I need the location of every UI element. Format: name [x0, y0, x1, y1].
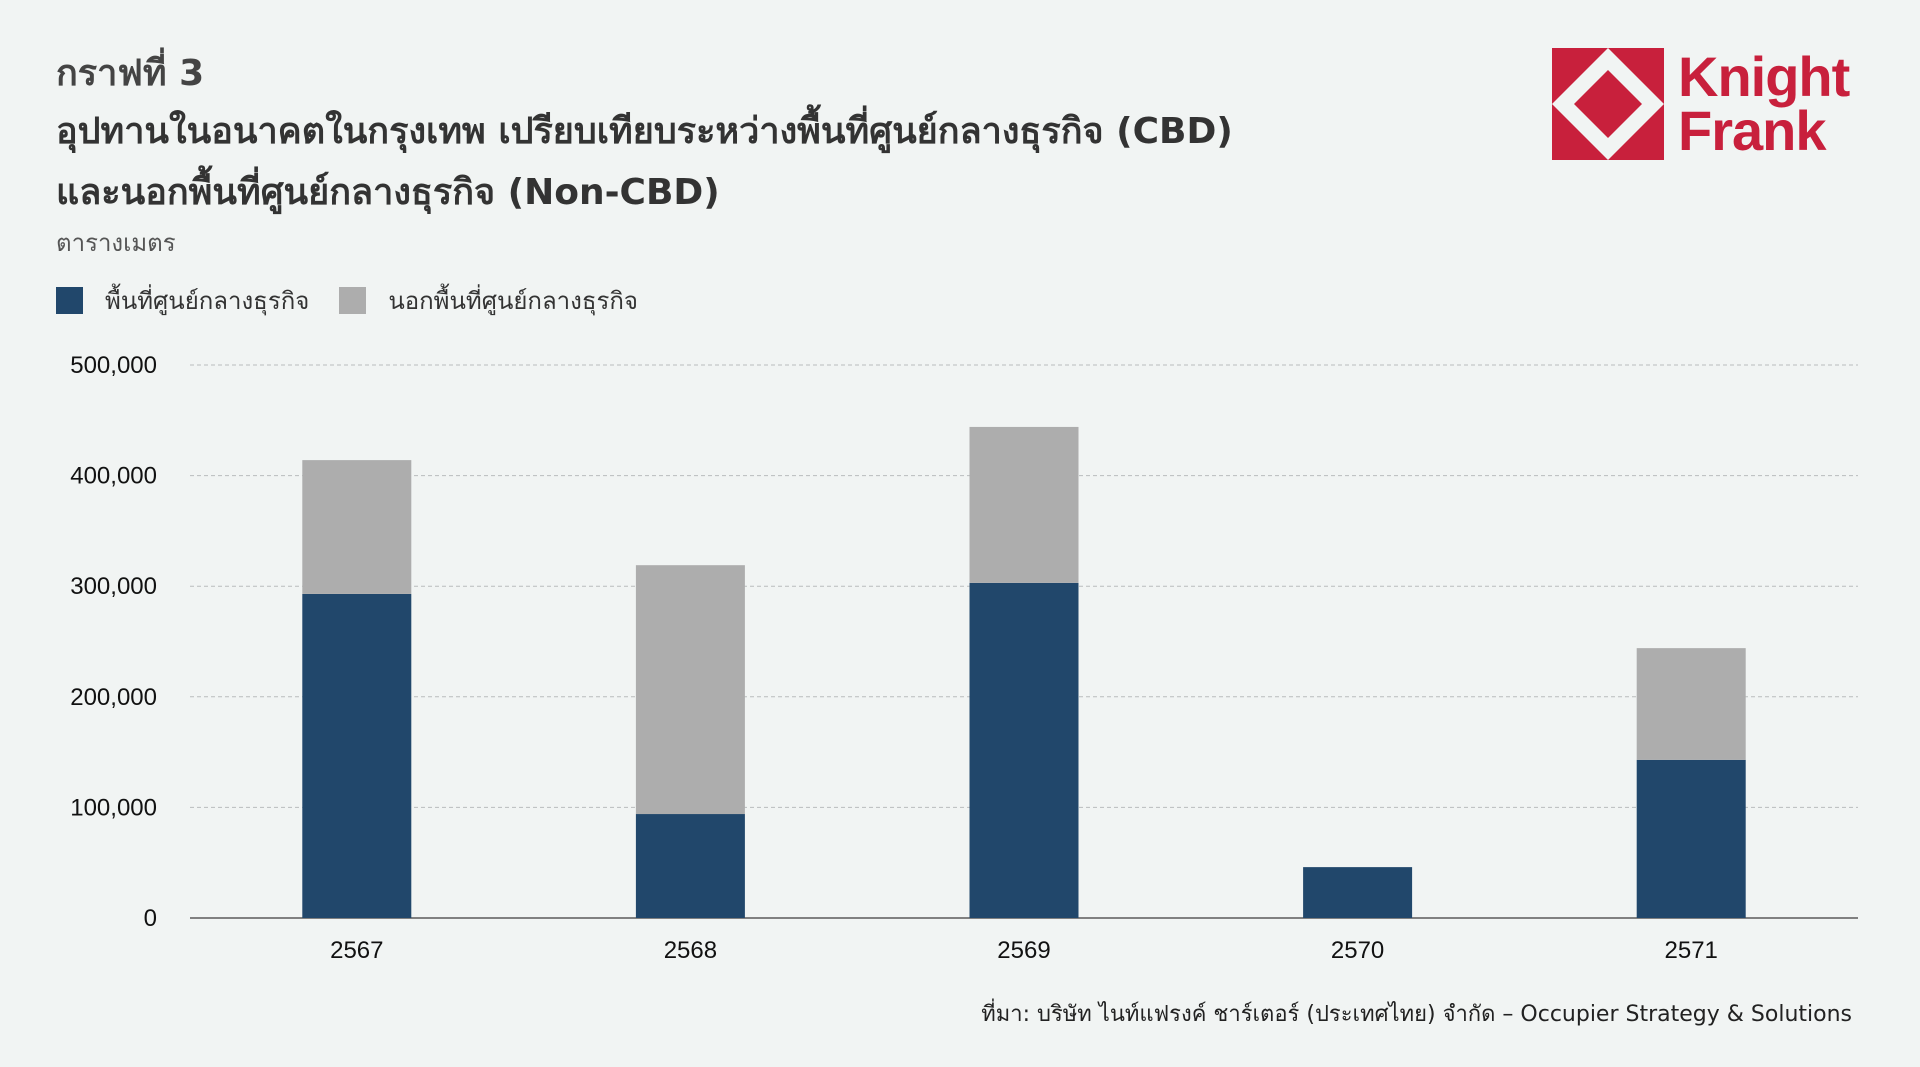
- source-note: ที่มา: บริษัท ไนท์แฟรงค์ ชาร์เตอร์ (ประเ…: [981, 1002, 1852, 1027]
- legend-item-non-cbd: นอกพื้นที่ศูนย์กลางธุรกิจ: [339, 281, 638, 320]
- bar-cbd-2567: [302, 593, 412, 918]
- bar-cbd-2569: [969, 582, 1079, 918]
- figure-number: กราฟที่ 3: [56, 53, 205, 94]
- bar-cbd-2571: [1636, 759, 1746, 918]
- bar-cbd-2570: [1303, 867, 1413, 918]
- y-tick-label: 500,000: [70, 352, 157, 379]
- bar-non-cbd-2568: [635, 565, 745, 815]
- x-tick-label: 2568: [664, 937, 717, 964]
- logo-mark-icon: [1552, 48, 1664, 160]
- y-tick-label: 300,000: [70, 573, 157, 600]
- legend-swatch-non-cbd: [339, 287, 367, 314]
- y-tick-label: 200,000: [70, 684, 157, 711]
- chart-title-line-2: และนอกพื้นที่ศูนย์กลางธุรกิจ (Non-CBD): [56, 172, 720, 213]
- chart-header: กราฟที่ 3 อุปทานในอนาคตในกรุงเทพ เปรียบเ…: [56, 50, 1506, 259]
- unit-label: ตารางเมตร: [56, 229, 176, 257]
- chart-title: อุปทานในอนาคตในกรุงเทพ เปรียบเทียบระหว่า…: [56, 101, 1506, 223]
- logo-wordmark: Knight Frank: [1678, 45, 1850, 162]
- legend-label-non-cbd: นอกพื้นที่ศูนย์กลางธุรกิจ: [388, 287, 638, 315]
- legend-swatch-cbd: [56, 287, 83, 314]
- legend-item-cbd: พื้นที่ศูนย์กลางธุรกิจ: [56, 281, 309, 320]
- logo-word-frank: Frank: [1678, 99, 1827, 162]
- knight-frank-logo: Knight Frank: [1552, 45, 1850, 162]
- bar-non-cbd-2571: [1636, 648, 1746, 760]
- bar-cbd-2568: [635, 814, 745, 918]
- logo-word-knight: Knight: [1678, 45, 1850, 108]
- chart-title-line-1: อุปทานในอนาคตในกรุงเทพ เปรียบเทียบระหว่า…: [56, 111, 1233, 152]
- x-tick-label: 2567: [330, 937, 383, 964]
- x-tick-label: 2570: [1331, 937, 1384, 964]
- y-tick-label: 400,000: [70, 463, 157, 490]
- bar-non-cbd-2569: [969, 426, 1079, 583]
- x-tick-label: 2571: [1665, 937, 1718, 964]
- y-tick-label: 100,000: [70, 794, 157, 821]
- bar-non-cbd-2567: [302, 460, 412, 594]
- chart-legend: พื้นที่ศูนย์กลางธุรกิจ นอกพื้นที่ศูนย์กล…: [56, 281, 668, 320]
- x-tick-label: 2569: [997, 937, 1050, 964]
- legend-label-cbd: พื้นที่ศูนย์กลางธุรกิจ: [105, 287, 310, 315]
- y-tick-label: 0: [144, 905, 157, 932]
